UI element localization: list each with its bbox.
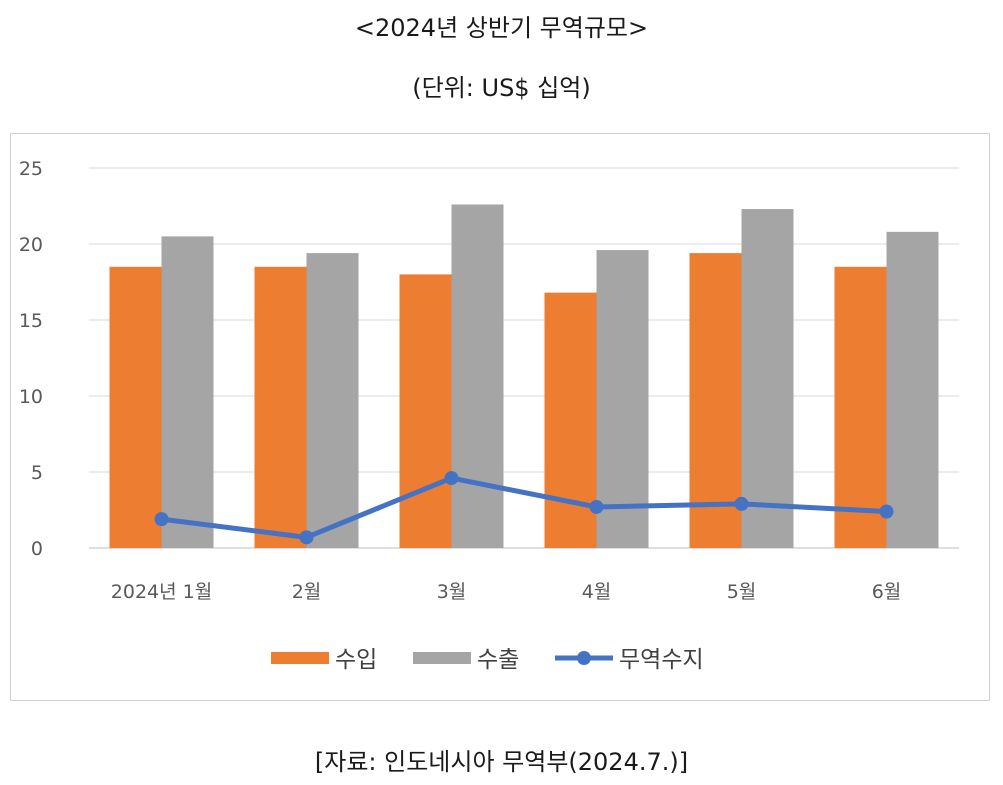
chart-title: <2024년 상반기 무역규모> bbox=[354, 14, 649, 42]
y-tick-label: 20 bbox=[19, 234, 43, 256]
trade-balance-point bbox=[154, 512, 169, 527]
legend-label: 무역수지 bbox=[619, 647, 704, 673]
bar-import bbox=[109, 266, 162, 548]
y-tick-label: 25 bbox=[19, 158, 43, 180]
x-tick-label: 4월 bbox=[582, 581, 612, 603]
legend-line-marker bbox=[577, 651, 591, 665]
bar-export bbox=[451, 204, 504, 548]
legend-swatch bbox=[271, 652, 329, 664]
bar-import bbox=[834, 266, 887, 548]
trade-balance-point bbox=[299, 530, 314, 545]
bar-export bbox=[306, 253, 359, 548]
trade-balance-point bbox=[879, 504, 894, 519]
x-tick-label: 2024년 1월 bbox=[111, 581, 212, 603]
bar-export bbox=[161, 236, 214, 548]
bar-import bbox=[544, 292, 597, 548]
bar-import bbox=[399, 274, 452, 548]
trade-balance-line bbox=[159, 475, 889, 540]
bar-import bbox=[254, 266, 307, 548]
y-tick-label: 5 bbox=[31, 462, 43, 484]
x-tick-label: 6월 bbox=[872, 581, 902, 603]
x-tick-label: 5월 bbox=[727, 581, 757, 603]
y-tick-label: 15 bbox=[19, 310, 43, 332]
chart-unit: (단위: US$ 십억) bbox=[412, 74, 591, 102]
legend-swatch bbox=[413, 652, 471, 664]
bar-export bbox=[886, 231, 939, 548]
bar-export bbox=[741, 209, 794, 548]
source-note: [자료: 인도네시아 무역부(2024.7.)] bbox=[314, 748, 689, 776]
bar-export bbox=[596, 250, 649, 548]
bar-import bbox=[689, 253, 742, 548]
y-tick-label: 10 bbox=[19, 386, 43, 408]
legend-label: 수출 bbox=[477, 647, 519, 673]
trade-balance-point bbox=[734, 496, 749, 511]
trade-balance-point bbox=[589, 499, 604, 514]
x-tick-label: 3월 bbox=[437, 581, 467, 603]
y-tick-label: 0 bbox=[31, 538, 43, 560]
x-tick-label: 2월 bbox=[292, 581, 322, 603]
legend-label: 수입 bbox=[335, 647, 377, 673]
trade-balance-point bbox=[444, 471, 459, 486]
